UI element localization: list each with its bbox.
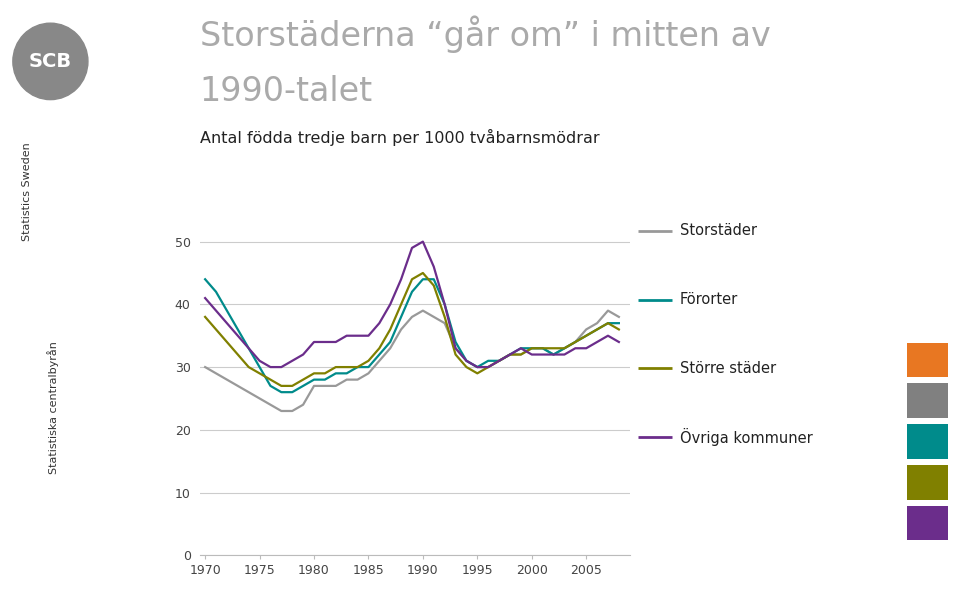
Text: Statistics Sweden: Statistics Sweden [22,143,32,241]
Text: Storstäderna “går om” i mitten av: Storstäderna “går om” i mitten av [200,15,771,53]
Text: Storstäder: Storstäder [680,223,756,238]
Text: Antal födda tredje barn per 1000 tvåbarnsmödrar: Antal födda tredje barn per 1000 tvåbarn… [200,129,599,146]
Text: Större städer: Större städer [680,361,776,376]
Text: 1990-talet: 1990-talet [200,75,372,108]
Text: Förorter: Förorter [680,292,738,307]
Text: Statistiska centralbyrån: Statistiska centralbyrån [47,341,59,474]
Ellipse shape [12,23,88,99]
Text: SCB: SCB [29,52,72,71]
Text: Övriga kommuner: Övriga kommuner [680,428,812,446]
